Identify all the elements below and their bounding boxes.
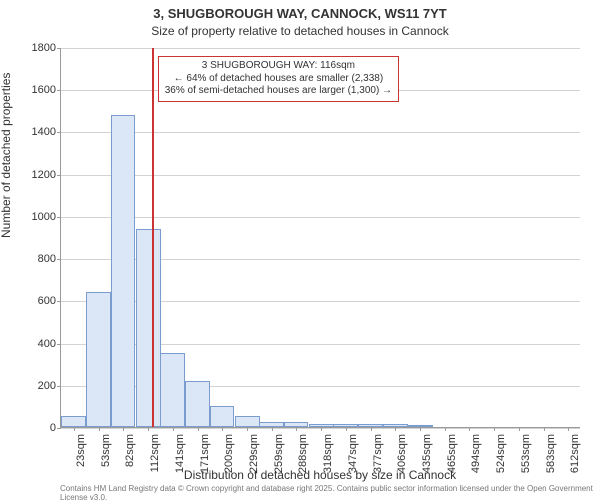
histogram-bar	[61, 416, 86, 427]
chart-title-line2: Size of property relative to detached ho…	[0, 24, 600, 38]
x-tick-label: 171sqm	[199, 434, 211, 473]
x-tick-label: 82sqm	[124, 434, 136, 467]
x-tick-label: 494sqm	[470, 434, 482, 473]
plot-area: 3 SHUGBOROUGH WAY: 116sqm← 64% of detach…	[60, 48, 580, 428]
y-tick-label: 200	[16, 380, 56, 392]
x-tick-label: 23sqm	[75, 434, 87, 467]
histogram-bar	[160, 353, 185, 427]
annotation-line: ← 64% of detached houses are smaller (2,…	[165, 73, 392, 86]
x-tick-label: 583sqm	[545, 434, 557, 473]
annotation-line: 3 SHUGBOROUGH WAY: 116sqm	[165, 60, 392, 73]
y-tick-label: 1400	[16, 126, 56, 138]
x-tick-label: 53sqm	[100, 434, 112, 467]
x-tick-label: 347sqm	[347, 434, 359, 473]
x-tick-label: 406sqm	[396, 434, 408, 473]
x-tick-label: 553sqm	[520, 434, 532, 473]
gridline	[61, 175, 580, 176]
x-tick-label: 259sqm	[273, 434, 285, 473]
gridline	[61, 48, 580, 49]
gridline	[61, 132, 580, 133]
reference-line	[152, 48, 154, 427]
histogram-bar	[235, 416, 260, 427]
x-tick-label: 200sqm	[223, 434, 235, 473]
annotation-line: 36% of semi-detached houses are larger (…	[165, 85, 392, 98]
x-tick-label: 318sqm	[322, 434, 334, 473]
y-tick-label: 800	[16, 253, 56, 265]
x-tick-label: 435sqm	[421, 434, 433, 473]
histogram-bar	[136, 229, 161, 427]
y-tick-label: 1600	[16, 84, 56, 96]
annotation-box: 3 SHUGBOROUGH WAY: 116sqm← 64% of detach…	[158, 56, 399, 102]
histogram-bar	[111, 115, 136, 427]
x-tick-label: 229sqm	[248, 434, 260, 473]
histogram-bar	[86, 292, 111, 427]
x-tick-label: 524sqm	[495, 434, 507, 473]
chart-title-line1: 3, SHUGBOROUGH WAY, CANNOCK, WS11 7YT	[0, 6, 600, 21]
histogram-bar	[210, 406, 235, 427]
x-tick-label: 288sqm	[297, 434, 309, 473]
x-tick-label: 112sqm	[149, 434, 161, 472]
x-tick-label: 377sqm	[372, 434, 384, 473]
attribution-text: Contains HM Land Registry data © Crown c…	[60, 484, 600, 500]
y-axis-title: Number of detached properties	[0, 73, 13, 238]
x-tick-label: 612sqm	[569, 434, 581, 473]
x-tick-label: 141sqm	[174, 434, 186, 473]
y-tick-label: 1800	[16, 42, 56, 54]
y-tick-label: 600	[16, 295, 56, 307]
y-tick-label: 1000	[16, 211, 56, 223]
histogram-bar	[185, 381, 210, 427]
gridline	[61, 217, 580, 218]
y-tick-label: 400	[16, 338, 56, 350]
y-tick-label: 0	[16, 422, 56, 434]
y-tick-label: 1200	[16, 169, 56, 181]
x-tick-label: 465sqm	[446, 434, 458, 473]
